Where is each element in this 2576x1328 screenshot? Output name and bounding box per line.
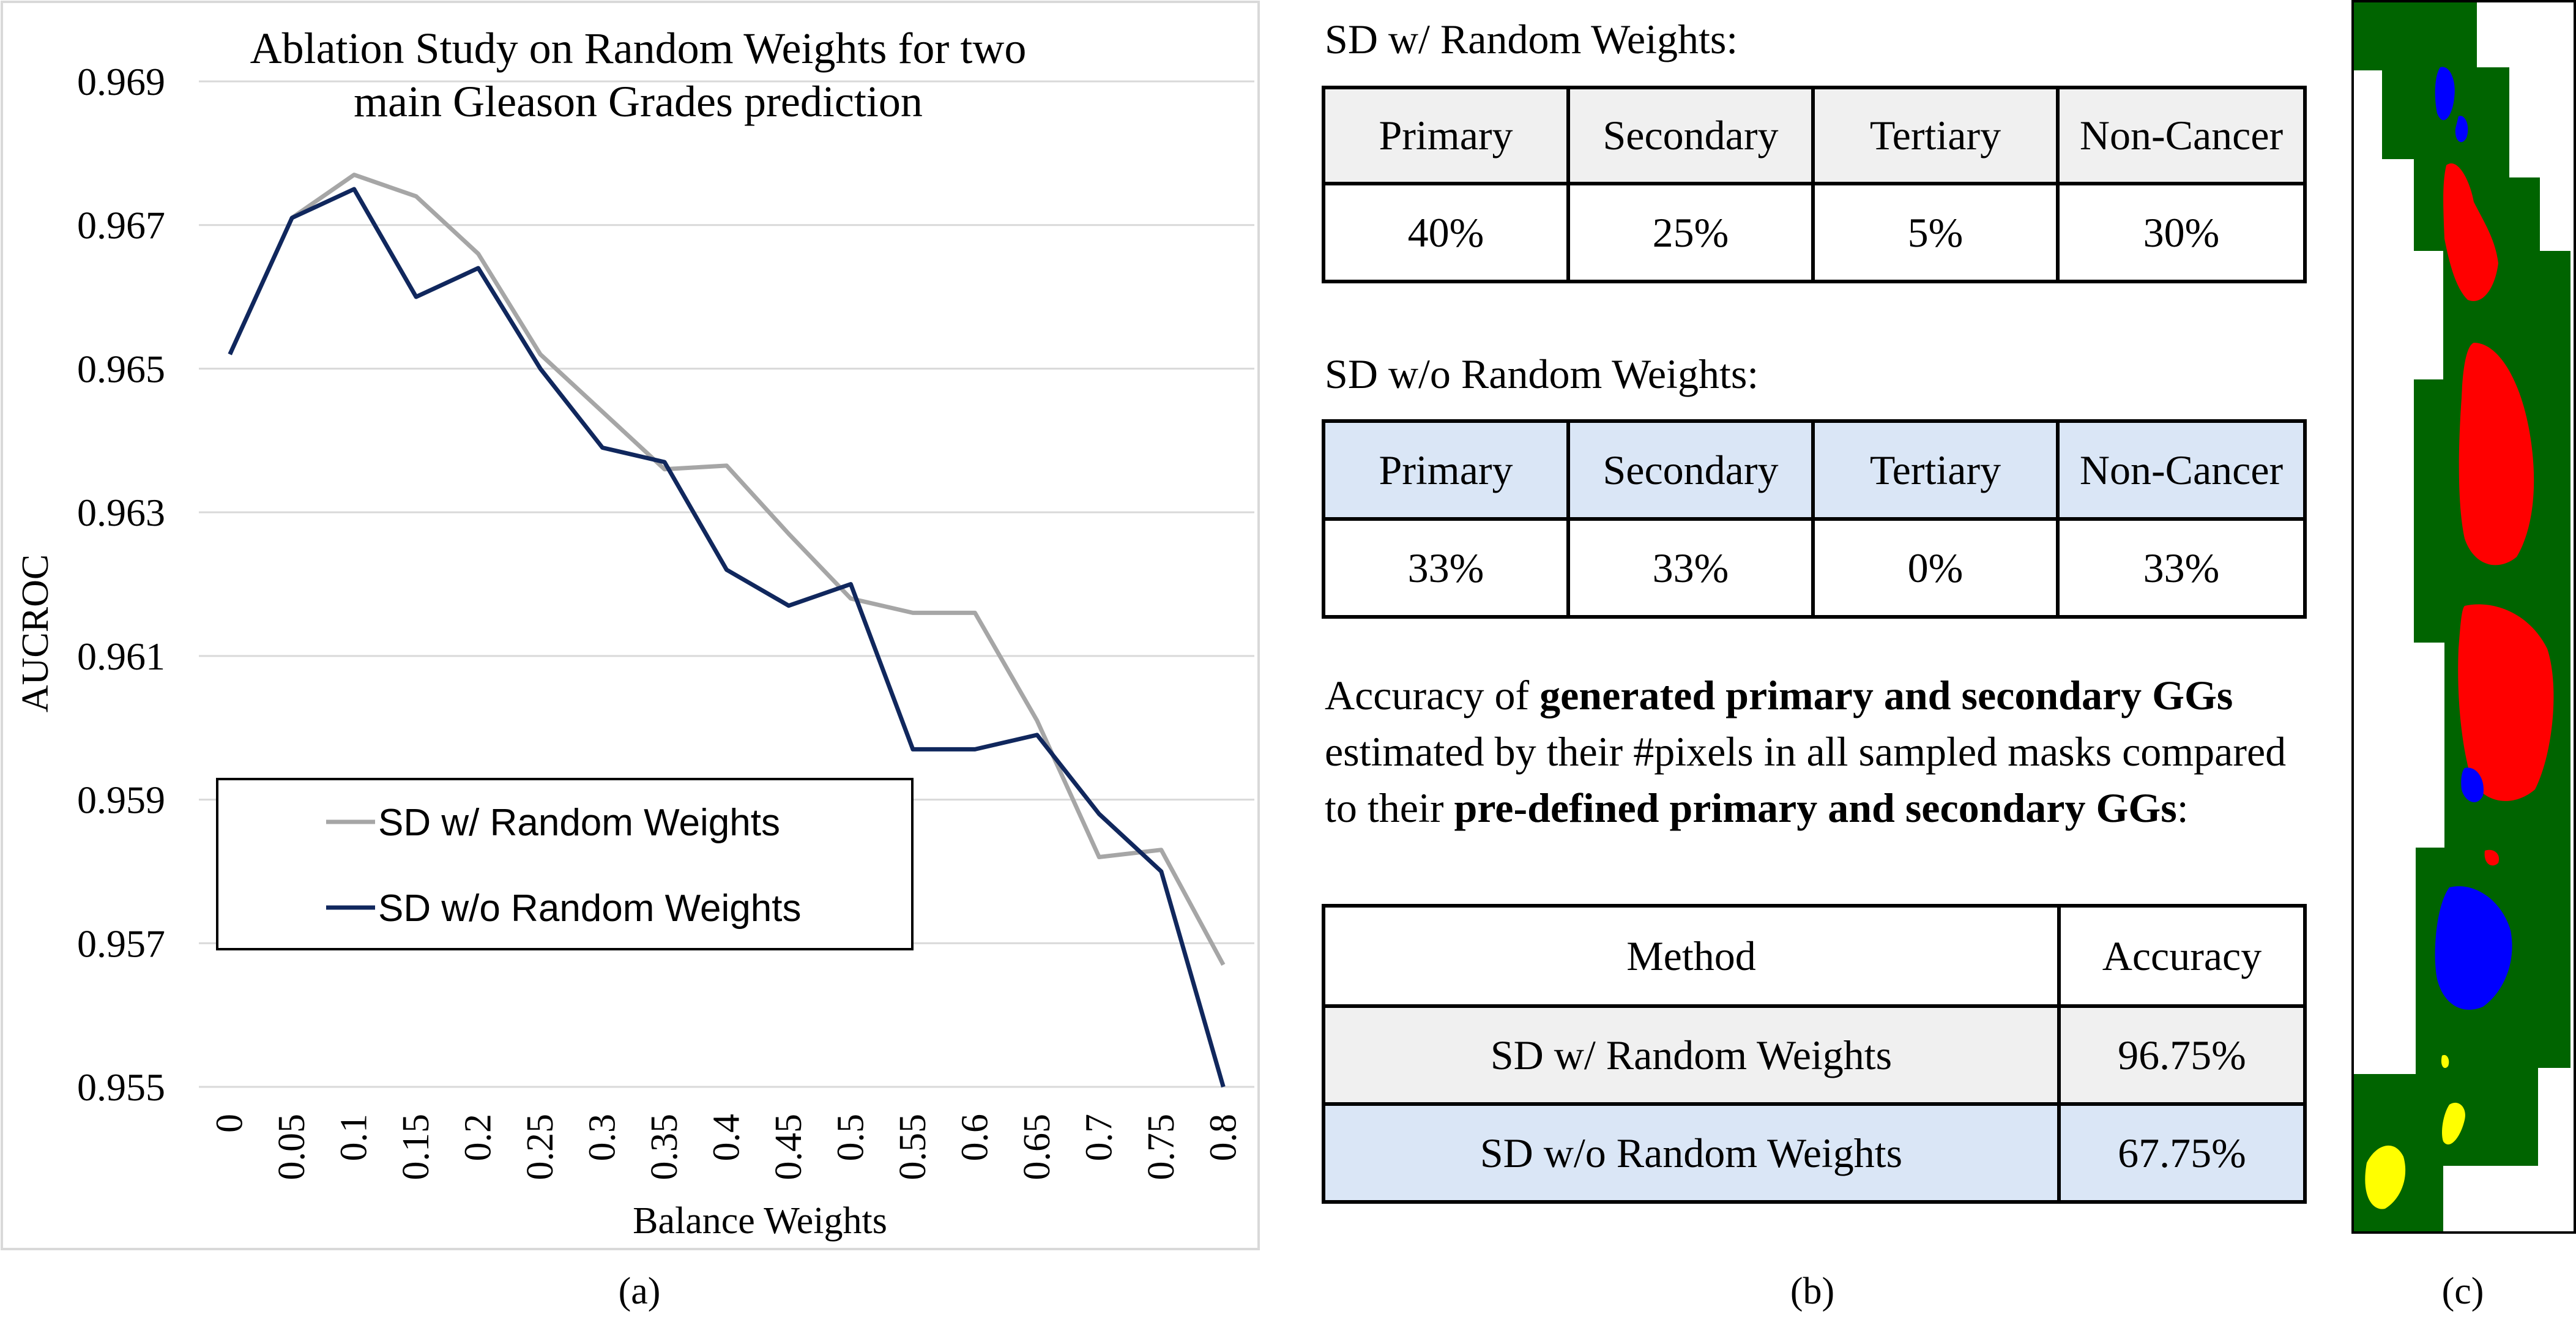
y-tick-label: 0.955	[77, 1065, 165, 1109]
table1-value-primary: 40%	[1322, 182, 1570, 283]
x-tick-label: 0.25	[519, 1114, 561, 1181]
lesion-red-1	[2443, 163, 2498, 301]
lesion-red-3	[2458, 604, 2554, 801]
y-tick-labels: 0.955 0.957 0.959 0.961 0.963 0.965 0.967 0.969	[77, 60, 165, 1109]
accuracy-header-accuracy: Accuracy	[2057, 904, 2307, 1008]
caption-a: (a)	[618, 1270, 661, 1312]
x-tick-labels: 0 0.05 0.1 0.15 0.2 0.25 0.3 0.35 0.4 0.45 0.5 0.55…	[209, 1114, 1245, 1181]
accuracy-text-part-1: Accuracy of	[1325, 672, 1540, 718]
table1-value-secondary: 25%	[1566, 182, 1815, 283]
table2-header-non-cancer: Non-Cancer	[2056, 419, 2307, 521]
y-tick-label: 0.967	[77, 204, 165, 247]
x-tick-label: 0.2	[458, 1114, 499, 1162]
table1-header-secondary: Secondary	[1566, 86, 1815, 185]
caption-c: (c)	[2441, 1270, 2484, 1312]
lesion-blue-4	[2435, 886, 2512, 1010]
lesion-yellow-3	[2441, 1054, 2449, 1069]
x-tick-label: 0.65	[1016, 1114, 1058, 1181]
chart-title-line-1: Ablation Study on Random Weights for two	[250, 24, 1027, 73]
x-tick-label: 0.6	[954, 1114, 996, 1162]
x-tick-label: 0	[209, 1114, 251, 1133]
series-line-0	[291, 173, 1226, 966]
y-tick-label: 0.965	[77, 347, 165, 390]
y-tick-label: 0.961	[77, 635, 165, 678]
legend-box	[216, 778, 914, 950]
table1-header-primary: Primary	[1322, 86, 1570, 185]
table2-header-primary: Primary	[1322, 419, 1570, 521]
series-lines	[228, 173, 1226, 1087]
lesion-yellow-1	[2365, 1145, 2406, 1209]
table1-title: SD w/ Random Weights:	[1325, 16, 1738, 62]
table1-value-non-cancer: 30%	[2056, 182, 2307, 283]
accuracy-row1-value: 96.75%	[2057, 1004, 2307, 1106]
y-tick-label: 0.963	[77, 491, 165, 534]
x-tick-label: 0.05	[271, 1114, 313, 1181]
series-line-1	[228, 187, 1226, 1087]
table2-value-tertiary: 0%	[1811, 517, 2060, 619]
y-tick-label: 0.959	[77, 778, 165, 822]
accuracy-text-bold-2: pre-defined primary and secondary GGs	[1454, 785, 2177, 831]
accuracy-row2-value: 67.75%	[2057, 1102, 2307, 1204]
legend-label-with-random: SD w/ Random Weights	[378, 802, 780, 844]
lesions-tertiary-yellow	[2365, 1054, 2465, 1209]
x-tick-label: 0.8	[1202, 1114, 1244, 1162]
table1-value-tertiary: 5%	[1811, 182, 2060, 283]
table2-header-secondary: Secondary	[1566, 419, 1815, 521]
table2-value-non-cancer: 33%	[2056, 517, 2307, 619]
chart-title-line-2: main Gleason Grades prediction	[354, 77, 923, 126]
ratio-table-with-random: Primary Secondary Tertiary Non-Cancer 40…	[1322, 86, 2307, 283]
legend: SD w/ Random Weights SD w/o Random Weigh…	[216, 778, 914, 950]
y-axis-label: AUCROC	[15, 554, 56, 712]
accuracy-text-bold-1: generated primary and secondary GGs	[1539, 672, 2233, 718]
x-tick-label: 0.5	[830, 1114, 871, 1162]
segmentation-mask	[2351, 0, 2576, 1234]
table2-title: SD w/o Random Weights:	[1325, 351, 1759, 397]
line-chart: 0.955 0.957 0.959 0.961 0.963 0.965 0.967 0.969…	[1, 1, 1260, 1250]
chart-panel: 0.955 0.957 0.959 0.961 0.963 0.965 0.967 0.969…	[0, 0, 1260, 1251]
chart-frame	[1, 1, 1260, 1250]
x-tick-label: 0.4	[706, 1114, 748, 1162]
accuracy-table: Method Accuracy SD w/ Random Weights 96.…	[1322, 904, 2307, 1204]
accuracy-text-part-2: estimated by their #pixels in all sample…	[1325, 728, 2287, 831]
table2-value-primary: 33%	[1322, 517, 1570, 619]
x-tick-label: 0.15	[395, 1114, 437, 1181]
y-tick-label: 0.969	[77, 60, 165, 103]
table1-header-tertiary: Tertiary	[1811, 86, 2060, 185]
x-tick-label: 0.35	[644, 1114, 685, 1181]
legend-label-without-random: SD w/o Random Weights	[378, 887, 801, 930]
accuracy-description: Accuracy of generated primary and second…	[1325, 667, 2304, 836]
table2-value-secondary: 33%	[1566, 517, 1815, 619]
lesion-blue-3	[2461, 767, 2484, 802]
x-tick-label: 0.45	[768, 1114, 810, 1181]
lesions-secondary-blue	[2435, 67, 2512, 1010]
x-tick-label: 0.55	[892, 1114, 934, 1181]
accuracy-row1-method: SD w/ Random Weights	[1322, 1004, 2061, 1106]
accuracy-row2-method: SD w/o Random Weights	[1322, 1102, 2061, 1204]
lesion-red-2	[2459, 343, 2534, 565]
lesion-blue-1	[2435, 67, 2455, 121]
caption-b: (b)	[1790, 1270, 1835, 1312]
lesion-blue-2	[2455, 116, 2468, 143]
accuracy-header-method: Method	[1322, 904, 2061, 1008]
x-tick-label: 0.75	[1141, 1114, 1182, 1181]
y-tick-label: 0.957	[77, 922, 165, 965]
table1-header-non-cancer: Non-Cancer	[2056, 86, 2307, 185]
x-axis-label: Balance Weights	[633, 1200, 887, 1242]
accuracy-text-part-3: :	[2176, 785, 2189, 831]
lesions-primary-red	[2443, 163, 2554, 866]
table2-header-tertiary: Tertiary	[1811, 419, 2060, 521]
lesion-red-4	[2484, 849, 2500, 866]
ratio-table-without-random: Primary Secondary Tertiary Non-Cancer 33…	[1322, 419, 2307, 619]
x-tick-label: 0.7	[1078, 1114, 1120, 1162]
x-tick-label: 0.3	[582, 1114, 624, 1162]
lesion-yellow-2	[2442, 1102, 2465, 1145]
x-tick-label: 0.1	[333, 1114, 375, 1162]
